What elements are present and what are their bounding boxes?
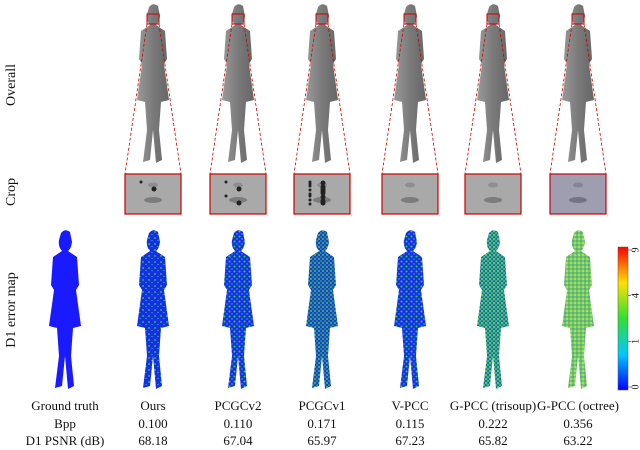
table-cell: 63.22 bbox=[563, 433, 592, 448]
zoom-box bbox=[315, 13, 329, 25]
crop-artifact bbox=[320, 184, 326, 190]
crop-artifact bbox=[224, 194, 228, 198]
zoom-box bbox=[486, 13, 500, 25]
error-map bbox=[49, 230, 81, 389]
method-name: Ours bbox=[140, 398, 165, 413]
crop-artifact bbox=[308, 202, 312, 206]
crop-artifact bbox=[139, 180, 143, 184]
crop-mouth bbox=[229, 197, 247, 203]
crop-artifact bbox=[320, 180, 326, 186]
table-cell: 65.82 bbox=[478, 433, 507, 448]
zoom-line bbox=[464, 23, 488, 175]
crop-mouth bbox=[401, 197, 419, 203]
zoom-box bbox=[571, 13, 585, 25]
method-name: Ground truth bbox=[31, 398, 99, 413]
colorbar bbox=[617, 246, 629, 391]
colorbar-label: 1 bbox=[630, 339, 640, 344]
error-map bbox=[222, 230, 254, 389]
table-cell: Bpp bbox=[54, 416, 76, 431]
table-cell: 0.356 bbox=[563, 416, 593, 431]
crop-image bbox=[124, 173, 182, 215]
zoom-box bbox=[403, 13, 417, 25]
zoom-box bbox=[231, 13, 245, 25]
method-name: G-PCC (octree) bbox=[537, 398, 619, 413]
crop-artifact bbox=[308, 188, 312, 192]
method-name: V-PCC bbox=[391, 398, 428, 413]
zoom-line bbox=[124, 23, 148, 175]
crop-nose bbox=[148, 182, 158, 188]
table-cell: 0.171 bbox=[307, 416, 336, 431]
error-map bbox=[137, 230, 169, 389]
crop-artifact bbox=[320, 188, 326, 194]
crop-mouth bbox=[144, 197, 162, 203]
row-label: Crop bbox=[4, 178, 19, 206]
row-label: D1 error map bbox=[4, 272, 19, 347]
overall-render bbox=[222, 4, 254, 163]
table-cell: 68.18 bbox=[138, 433, 167, 448]
crop-nose bbox=[233, 182, 243, 188]
crop-mouth bbox=[484, 197, 502, 203]
error-map bbox=[394, 230, 426, 389]
method-name: PCGCv1 bbox=[299, 398, 346, 413]
table-cell: 67.23 bbox=[395, 433, 424, 448]
zoom-line bbox=[209, 23, 233, 175]
table-cell: 0.115 bbox=[396, 416, 425, 431]
crop-grid bbox=[550, 174, 606, 214]
zoom-line bbox=[327, 23, 351, 175]
zoom-box bbox=[146, 13, 160, 25]
colorbar-label: 4 bbox=[630, 293, 640, 298]
crop-image bbox=[209, 173, 267, 215]
overall-render bbox=[562, 4, 594, 163]
overall-render bbox=[306, 4, 338, 163]
crop-artifact bbox=[308, 198, 312, 202]
crop-artifact bbox=[236, 186, 242, 192]
overall-render bbox=[394, 4, 426, 163]
error-map bbox=[477, 230, 509, 389]
row-label: Overall bbox=[4, 64, 19, 106]
crop-nose bbox=[488, 182, 498, 188]
overall-render bbox=[477, 4, 509, 163]
error-map bbox=[306, 230, 338, 389]
crop-artifact bbox=[224, 180, 228, 184]
zoom-line bbox=[498, 23, 522, 175]
crop-artifact bbox=[308, 192, 312, 196]
crop-artifact bbox=[236, 200, 242, 206]
zoom-line bbox=[158, 23, 182, 175]
colorbar-label: 9 bbox=[630, 248, 640, 253]
table-cell: 65.97 bbox=[307, 433, 337, 448]
table-cell: 0.100 bbox=[138, 416, 167, 431]
zoom-line bbox=[583, 23, 607, 175]
error-map bbox=[562, 230, 594, 389]
crop-nose bbox=[405, 182, 415, 188]
zoom-line bbox=[243, 23, 267, 175]
overall-render bbox=[137, 4, 169, 163]
crop-image bbox=[381, 173, 439, 215]
crop-artifact bbox=[308, 182, 312, 186]
table-cell: D1 PSNR (dB) bbox=[26, 433, 105, 448]
zoom-line bbox=[549, 23, 573, 175]
zoom-line bbox=[381, 23, 405, 175]
colorbar-label: 0 bbox=[630, 385, 640, 390]
crop-image bbox=[464, 173, 522, 215]
zoom-line bbox=[293, 23, 317, 175]
method-name: G-PCC (trisoup) bbox=[450, 398, 536, 413]
crop-artifact bbox=[320, 198, 326, 204]
zoom-line bbox=[415, 23, 439, 175]
method-name: PCGCv2 bbox=[215, 398, 262, 413]
table-cell: 67.04 bbox=[223, 433, 253, 448]
crop-artifact bbox=[151, 186, 157, 192]
table-cell: 0.110 bbox=[224, 416, 253, 431]
table-cell: 0.222 bbox=[478, 416, 507, 431]
crop-artifact bbox=[320, 194, 326, 200]
